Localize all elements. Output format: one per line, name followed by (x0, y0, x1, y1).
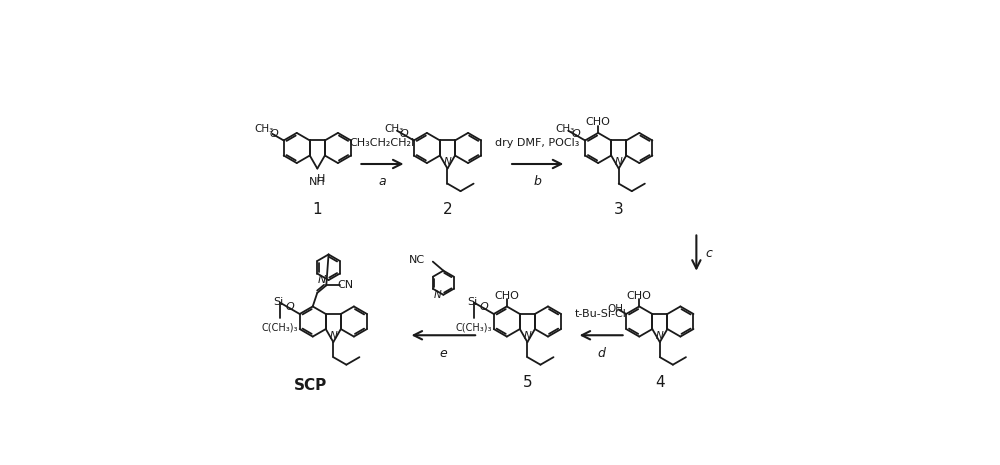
Text: N: N (444, 157, 451, 167)
Text: NH: NH (309, 177, 326, 187)
Text: a: a (379, 175, 386, 188)
Text: N: N (318, 275, 326, 285)
Text: O: O (400, 129, 409, 140)
Text: CH₃: CH₃ (384, 124, 403, 134)
Text: CH₃CH₂CH₂I: CH₃CH₂CH₂I (350, 138, 415, 148)
Text: 1: 1 (313, 202, 322, 217)
Text: N: N (524, 331, 531, 341)
Text: 2: 2 (443, 202, 452, 217)
Text: N: N (329, 331, 337, 341)
Text: N: N (434, 290, 442, 300)
Text: c: c (706, 246, 712, 259)
Text: C(CH₃)₃: C(CH₃)₃ (262, 322, 298, 332)
Text: O: O (270, 129, 278, 140)
Text: NC: NC (409, 255, 425, 265)
Text: OH: OH (608, 304, 624, 314)
Text: CHO: CHO (494, 291, 519, 301)
Text: CH₃: CH₃ (555, 124, 575, 134)
Text: CHO: CHO (586, 117, 611, 127)
Text: dry DMF, POCl₃: dry DMF, POCl₃ (495, 138, 580, 148)
Text: t-Bu-Si-Cl: t-Bu-Si-Cl (575, 309, 627, 319)
Text: CHO: CHO (627, 291, 652, 301)
Text: CN: CN (337, 280, 353, 290)
Text: C(CH₃)₃: C(CH₃)₃ (456, 322, 492, 332)
Text: O: O (479, 302, 488, 312)
Text: Si: Si (273, 297, 283, 306)
Text: b: b (534, 175, 542, 188)
Text: SCP: SCP (294, 378, 327, 393)
Text: Si: Si (467, 297, 477, 306)
Text: 3: 3 (614, 202, 624, 217)
Text: 4: 4 (655, 375, 665, 390)
Text: O: O (571, 129, 580, 140)
Text: e: e (439, 347, 447, 359)
Text: N: N (615, 157, 623, 167)
Text: N: N (656, 331, 664, 341)
Text: 5: 5 (523, 375, 532, 390)
Text: O: O (285, 302, 294, 312)
Text: H: H (317, 174, 326, 184)
Text: CH₃: CH₃ (254, 124, 273, 134)
Text: d: d (597, 347, 605, 359)
